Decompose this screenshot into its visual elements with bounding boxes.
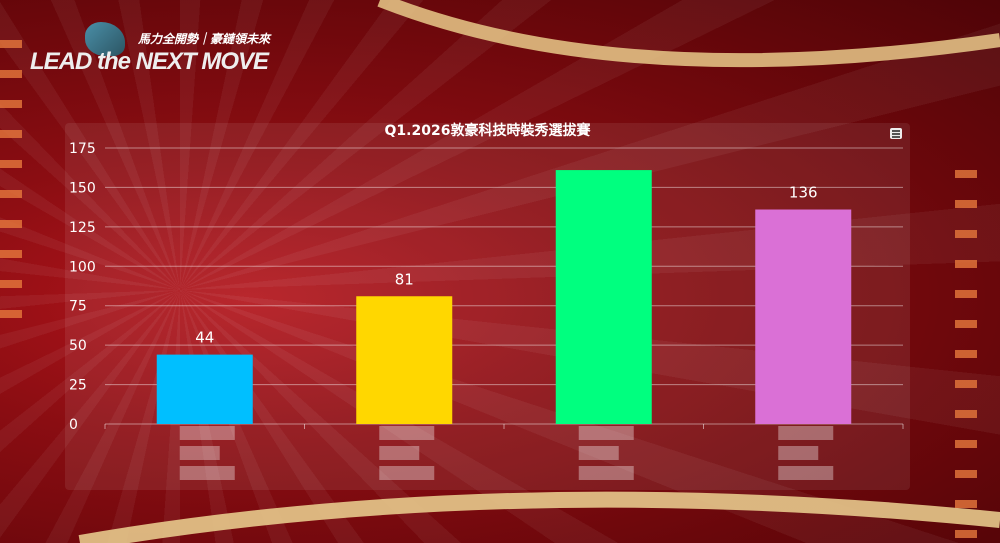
x-label-blurred — [778, 466, 834, 480]
x-label-blurred — [179, 426, 235, 440]
data-label: 81 — [395, 270, 414, 288]
data-label: 136 — [789, 184, 818, 202]
x-label-blurred — [578, 466, 634, 480]
y-tick-label: 125 — [69, 220, 96, 236]
x-label-blurred — [778, 426, 834, 440]
hamburger-menu-icon[interactable] — [890, 128, 902, 139]
gold-ribbon-bottom — [78, 491, 1000, 543]
bar-chart: 0 25 50 75 100 125 150 175 44 81 136 — [69, 141, 904, 480]
y-tick-label: 25 — [69, 378, 87, 394]
y-tick-label: 0 — [69, 417, 78, 433]
y-tick-label: 50 — [69, 338, 87, 354]
x-label-blurred — [578, 426, 634, 440]
logo-slogan: LEAD the NEXT MOVE — [30, 48, 269, 75]
y-tick-label: 175 — [69, 141, 96, 157]
x-label-blurred — [379, 446, 420, 460]
chart-title: Q1.2026敦豪科技時裝秀選拔賽 — [384, 123, 591, 139]
bar — [156, 354, 253, 424]
bar — [356, 296, 453, 424]
decor-strip — [0, 40, 22, 340]
bar — [555, 170, 652, 424]
logo-tagline: 馬力全開勢｜豪鏈領未來 — [138, 32, 271, 46]
decor-strip — [955, 170, 977, 540]
x-label-blurred — [778, 446, 819, 460]
y-tick-label: 100 — [69, 259, 96, 275]
x-label-blurred — [379, 426, 435, 440]
x-label-blurred — [179, 466, 235, 480]
y-tick-label: 75 — [69, 299, 87, 315]
x-label-blurred — [179, 446, 220, 460]
gold-ribbon-top — [377, 0, 1000, 68]
x-label-blurred — [379, 466, 435, 480]
y-tick-label: 150 — [69, 180, 96, 196]
x-label-blurred — [578, 446, 619, 460]
logo: 馬力全開勢｜豪鏈領未來 LEAD the NEXT MOVE — [30, 22, 290, 102]
bar — [755, 209, 852, 424]
chart-panel: Q1.2026敦豪科技時裝秀選拔賽 0 25 50 75 100 125 150 175 44 8… — [65, 123, 910, 490]
data-label: 44 — [195, 329, 214, 347]
horse-icon — [85, 22, 125, 56]
